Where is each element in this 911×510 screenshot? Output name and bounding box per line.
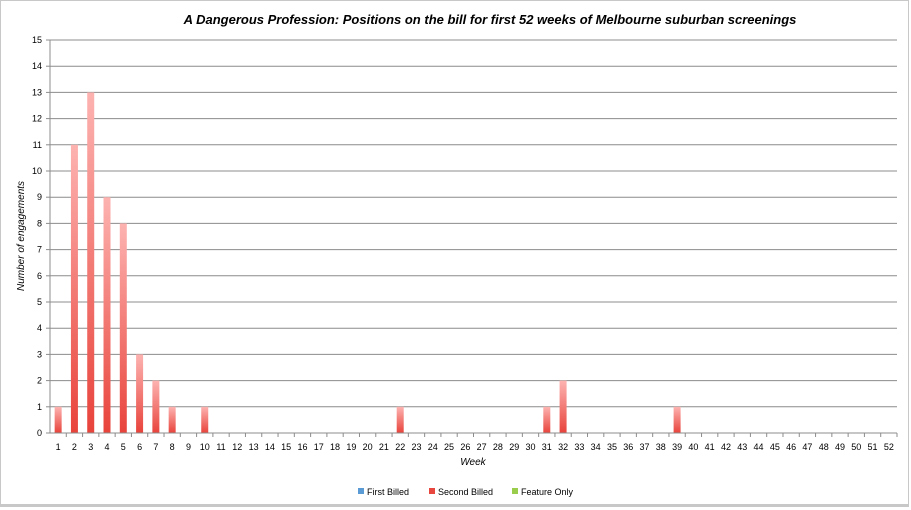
- x-tick-label: 38: [656, 442, 666, 452]
- x-tick-label: 24: [428, 442, 438, 452]
- y-tick-label: 4: [37, 323, 42, 333]
- x-tick-label: 51: [868, 442, 878, 452]
- x-tick-label: 50: [851, 442, 861, 452]
- y-tick-label: 13: [32, 87, 42, 97]
- x-tick-label: 43: [737, 442, 747, 452]
- x-tick-label: 18: [330, 442, 340, 452]
- x-tick-label: 4: [105, 442, 110, 452]
- y-tick-label: 1: [37, 402, 42, 412]
- x-tick-label: 25: [444, 442, 454, 452]
- x-tick-label: 20: [363, 442, 373, 452]
- x-tick-label: 9: [186, 442, 191, 452]
- y-tick-label: 9: [37, 192, 42, 202]
- y-tick-label: 0: [37, 428, 42, 438]
- y-tick-label: 2: [37, 376, 42, 386]
- legend-swatch: [429, 488, 435, 494]
- x-tick-label: 14: [265, 442, 275, 452]
- chart-title: A Dangerous Profession: Positions on the…: [183, 12, 797, 27]
- x-tick-label: 19: [346, 442, 356, 452]
- x-tick-label: 5: [121, 442, 126, 452]
- x-tick-label: 21: [379, 442, 389, 452]
- bar-second-billed-week-8: [168, 406, 176, 433]
- bar-second-billed-week-22: [396, 406, 404, 433]
- y-tick-label: 6: [37, 271, 42, 281]
- x-tick-label: 17: [314, 442, 324, 452]
- x-tick-label: 31: [542, 442, 552, 452]
- legend: First Billed Second Billed Feature Only: [358, 487, 574, 497]
- x-tick-label: 47: [802, 442, 812, 452]
- x-tick-label: 11: [216, 442, 225, 452]
- x-tick-label: 29: [509, 442, 519, 452]
- legend-label: Feature Only: [521, 487, 574, 497]
- x-tick-label: 22: [395, 442, 405, 452]
- legend-swatch: [358, 488, 364, 494]
- x-tick-label: 28: [493, 442, 503, 452]
- y-tick-label: 11: [33, 140, 42, 150]
- y-tick-label: 5: [37, 297, 42, 307]
- x-tick-label: 49: [835, 442, 845, 452]
- x-tick-label: 3: [88, 442, 93, 452]
- y-tick-label: 7: [37, 245, 42, 255]
- y-tick-label: 15: [32, 35, 42, 45]
- bar-second-billed-week-2: [70, 144, 78, 434]
- bar-second-billed-week-7: [152, 380, 160, 433]
- x-tick-label: 7: [153, 442, 158, 452]
- x-tick-label: 37: [640, 442, 650, 452]
- x-tick-label: 12: [232, 442, 242, 452]
- x-tick-label: 2: [72, 442, 77, 452]
- x-axis-label: Week: [460, 457, 486, 468]
- x-tick-label: 27: [477, 442, 487, 452]
- x-tick-label: 1: [56, 442, 61, 452]
- y-tick-label: 3: [37, 349, 42, 359]
- bar-second-billed-week-3: [87, 92, 95, 434]
- legend-label: First Billed: [367, 487, 409, 497]
- bar-second-billed-week-4: [103, 197, 111, 433]
- bar-second-billed-week-5: [119, 223, 127, 433]
- bar-second-billed-week-39: [673, 406, 681, 433]
- y-axis-label: Number of engagements: [16, 181, 27, 291]
- bar-second-billed-week-10: [201, 406, 209, 433]
- x-tick-label: 39: [672, 442, 682, 452]
- y-tick-label: 10: [32, 166, 42, 176]
- x-tick-label: 46: [786, 442, 796, 452]
- bar-second-billed-week-6: [136, 354, 144, 433]
- x-tick-label: 16: [297, 442, 307, 452]
- x-tick-label: 6: [137, 442, 142, 452]
- y-tick-label: 8: [37, 218, 42, 228]
- x-tick-label: 26: [460, 442, 470, 452]
- x-tick-label: 32: [558, 442, 568, 452]
- x-tick-label: 33: [574, 442, 584, 452]
- bar-second-billed-week-32: [559, 380, 567, 433]
- x-tick-label: 52: [884, 442, 894, 452]
- legend-swatch: [512, 488, 518, 494]
- bar-second-billed-week-1: [54, 406, 62, 433]
- x-tick-label: 44: [754, 442, 764, 452]
- x-tick-label: 8: [170, 442, 175, 452]
- y-tick-label: 14: [32, 61, 42, 71]
- x-tick-label: 13: [249, 442, 259, 452]
- x-tick-label: 40: [688, 442, 698, 452]
- x-tick-label: 41: [705, 442, 715, 452]
- x-tick-label: 36: [623, 442, 633, 452]
- x-tick-label: 15: [281, 442, 291, 452]
- x-tick-label: 23: [411, 442, 421, 452]
- bar-second-billed-week-31: [543, 406, 551, 433]
- x-tick-label: 45: [770, 442, 780, 452]
- x-tick-label: 42: [721, 442, 731, 452]
- x-tick-label: 48: [819, 442, 829, 452]
- x-tick-label: 30: [526, 442, 536, 452]
- y-tick-label: 12: [32, 114, 42, 124]
- x-tick-label: 10: [200, 442, 210, 452]
- x-tick-label: 34: [591, 442, 601, 452]
- x-tick-label: 35: [607, 442, 617, 452]
- legend-label: Second Billed: [438, 487, 493, 497]
